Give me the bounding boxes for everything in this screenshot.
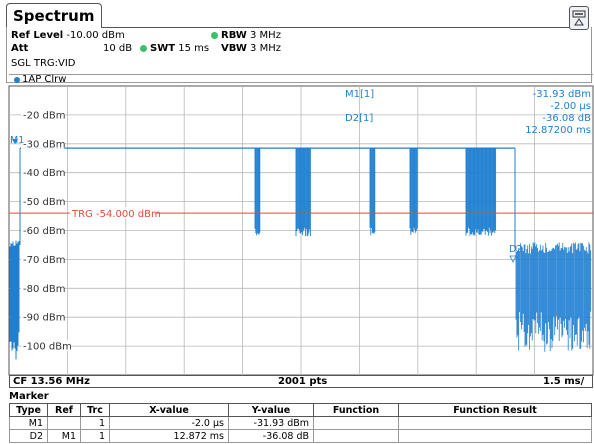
cell-x-value: 12.872 ms [110, 430, 229, 443]
cell-ref [48, 417, 81, 430]
time-per-division: 1.5 ms/ [543, 376, 584, 388]
table-row[interactable]: D2 M1 1 12.872 ms -36.08 dB [10, 430, 592, 443]
cell-function-result [399, 417, 592, 430]
readout-d2-name: D2[1] [345, 113, 373, 124]
col-ref: Ref [48, 404, 81, 417]
cell-function [314, 417, 399, 430]
marker-d2-label: D2 [509, 244, 522, 255]
sweep-points: 2001 pts [278, 376, 327, 388]
cell-function [314, 430, 399, 443]
cell-trc: 1 [81, 430, 110, 443]
trace-burst [296, 148, 310, 236]
center-frequency: CF 13.56 MHz [13, 376, 90, 388]
marker-table-title: Marker [9, 391, 49, 403]
y-tick-label: -30 dBm [23, 139, 65, 150]
readout-d2-level: -36.08 dB [542, 113, 591, 124]
cell-ref: M1 [48, 430, 81, 443]
y-tick-label: -70 dBm [23, 255, 65, 266]
y-tick-label: -100 dBm [23, 342, 72, 353]
y-tick-label: -60 dBm [23, 226, 65, 237]
cell-type: D2 [10, 430, 48, 443]
cell-y-value: -36.08 dB [229, 430, 314, 443]
col-type: Type [10, 404, 48, 417]
trace-burst [255, 148, 260, 235]
readout-d2-time: 12.87200 ms [525, 125, 591, 136]
cell-y-value: -31.93 dBm [229, 417, 314, 430]
y-tick-label: -80 dBm [23, 284, 65, 295]
readout-m1-time: -2.00 µs [550, 101, 591, 112]
readout-m1-level: -31.93 dBm [533, 89, 591, 100]
y-tick-label: -40 dBm [23, 168, 65, 179]
y-tick-label: -20 dBm [23, 110, 65, 121]
col-x-value: X-value [110, 404, 229, 417]
col-y-value: Y-value [229, 404, 314, 417]
cell-trc: 1 [81, 417, 110, 430]
trace-burst [410, 148, 417, 235]
readout-m1-name: M1[1] [345, 89, 374, 100]
trigger-level-label: TRG -54.000 dBm [71, 209, 161, 220]
marker-table: Type Ref Trc X-value Y-value Function Fu… [9, 403, 592, 443]
trace-burst [466, 148, 496, 236]
col-function-result: Function Result [399, 404, 592, 417]
trace-burst [370, 148, 375, 235]
table-row[interactable]: M1 1 -2.0 µs -31.93 dBm [10, 417, 592, 430]
cell-function-result [399, 430, 592, 443]
col-function: Function [314, 404, 399, 417]
cell-x-value: -2.0 µs [110, 417, 229, 430]
y-tick-label: -50 dBm [23, 197, 65, 208]
col-trc: Trc [81, 404, 110, 417]
cell-type: M1 [10, 417, 48, 430]
y-tick-label: -90 dBm [23, 313, 65, 324]
